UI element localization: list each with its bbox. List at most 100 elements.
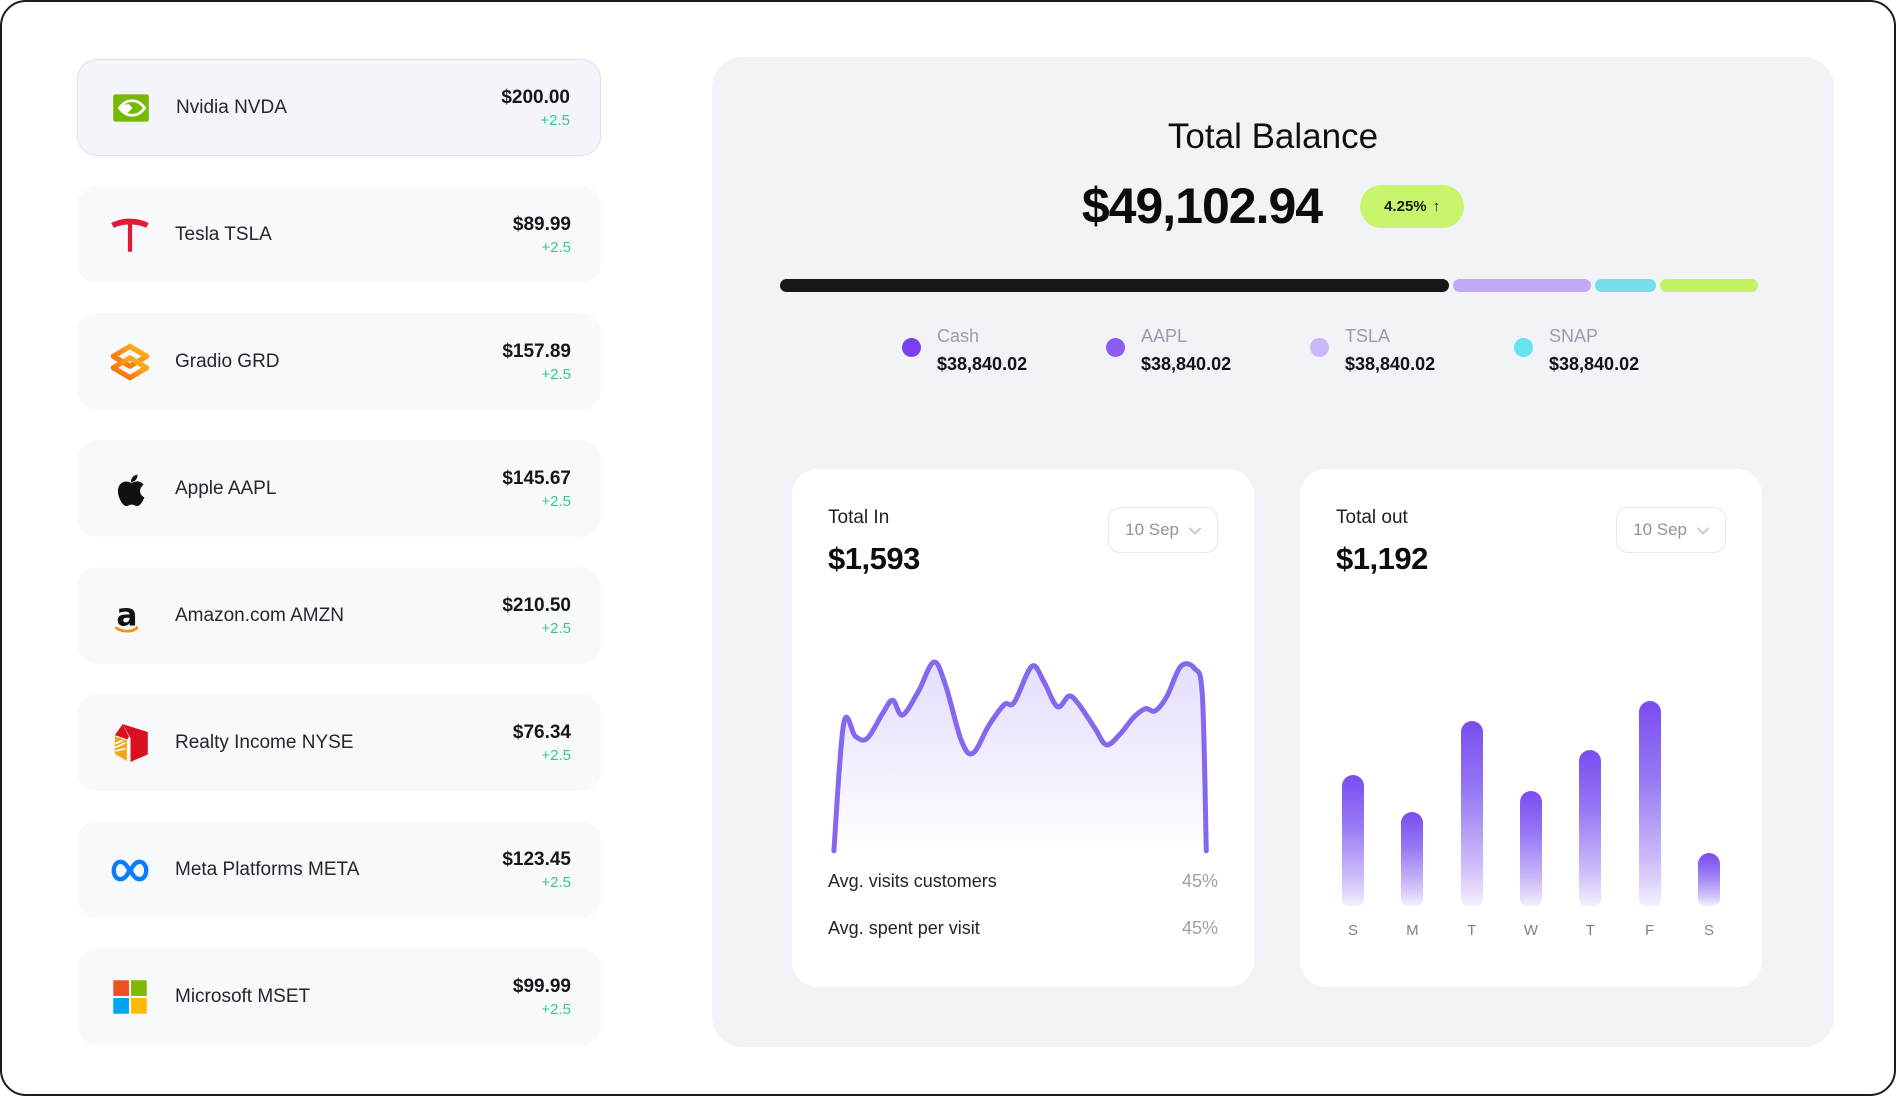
legend-dot [1514,338,1533,357]
stock-row-apple[interactable]: Apple AAPL $145.67 +2.5 [77,440,601,537]
gradio-logo [107,339,153,385]
chevron-down-icon [1697,527,1709,535]
legend-item-tsla: TSLA $38,840.02 [1310,326,1440,375]
legend-dot [902,338,921,357]
legend-dot [1106,338,1125,357]
total-out-amount: $1,192 [1336,541,1428,576]
stat-value: 45% [1181,871,1218,891]
bar-column: S [1342,775,1364,939]
stock-change: +2.5 [541,746,571,764]
bar [1401,812,1424,906]
total-in-stats: Avg. visits customers 45% Avg. spent per… [828,871,1218,965]
stock-row-meta[interactable]: Meta Platforms META $123.45 +2.5 [77,821,601,918]
stocks-sidebar: Nvidia NVDA $200.00 +2.5 Tesla TSLA $89.… [77,59,601,1075]
stock-row-realty-income[interactable]: Realty Income NYSE $76.34 +2.5 [77,694,601,791]
amazon-logo: a [107,593,153,639]
stock-change: +2.5 [540,111,570,129]
bar [1579,750,1602,906]
total-in-title: Total In [828,507,890,528]
legend-value: $38,840.02 [1345,354,1436,374]
bar [1519,791,1542,906]
total-out-period-dropdown[interactable]: 10 Sep [1616,507,1726,553]
balance-change-badge: 4.25% ↑ [1360,184,1465,228]
legend-value: $38,840.02 [1141,354,1232,374]
period-label: 10 Sep [1125,520,1179,539]
legend-label: TSLA [1345,326,1391,346]
total-out-title: Total out [1336,507,1408,528]
bar-day-label: F [1645,922,1655,939]
stock-name: Meta Platforms META [175,858,360,880]
page-title: Total Balance [1167,117,1379,156]
balance-panel: Total Balance $49,102.94 4.25% ↑ Cash $3… [712,57,1834,1047]
stock-price: $123.45 [502,848,571,870]
bar-column: M [1401,812,1424,939]
bar-day-label: S [1703,922,1714,939]
svg-text:a: a [116,597,137,633]
total-in-card: Total In $1,593 10 Sep [792,469,1254,987]
apple-logo [107,466,153,512]
total-in-period-dropdown[interactable]: 10 Sep [1108,507,1218,553]
stock-price: $89.99 [512,213,571,235]
stock-change: +2.5 [541,873,571,891]
stock-name: Microsoft MSET [175,985,311,1007]
allocation-bar-segment [1594,279,1657,292]
stock-name: Nvidia NVDA [176,96,287,118]
stock-change: +2.5 [541,1000,571,1018]
period-label: 10 Sep [1633,520,1687,539]
legend-label: AAPL [1141,326,1188,346]
stock-row-tesla[interactable]: Tesla TSLA $89.99 +2.5 [77,186,601,283]
stock-price: $76.34 [512,721,571,743]
bar-column: S [1697,853,1720,939]
bar [1697,853,1720,906]
bar-day-label: T [1585,922,1595,939]
total-in-amount: $1,593 [828,541,920,576]
legend-item-aapl: AAPL $38,840.02 [1106,326,1236,375]
realty-income-logo [107,720,153,766]
stock-row-microsoft[interactable]: Microsoft MSET $99.99 +2.5 [77,948,601,1045]
stock-price: $200.00 [501,86,570,108]
bar-day-label: M [1406,922,1419,939]
arrow-up-icon: ↑ [1432,197,1441,215]
allocation-bar-segment [1660,279,1758,292]
legend-item-snap: SNAP $38,840.02 [1514,326,1644,375]
stock-name: Tesla TSLA [175,223,272,245]
stat-row: Avg. visits customers 45% [828,871,1218,892]
total-out-card: Total out $1,192 10 Sep S M T W T F S [1300,469,1762,987]
bar [1460,721,1483,906]
stock-change: +2.5 [541,492,571,510]
legend-value: $38,840.02 [937,354,1028,374]
stock-row-amazon[interactable]: a Amazon.com AMZN $210.50 +2.5 [77,567,601,664]
legend-label: Cash [937,326,980,346]
bar-day-label: W [1523,922,1539,939]
stat-label: Avg. spent per visit [828,918,980,938]
stock-name: Realty Income NYSE [175,731,354,753]
chevron-down-icon [1189,527,1201,535]
meta-logo [107,847,153,893]
allocation-legend: Cash $38,840.02 AAPL $38,840.02 TSLA $38… [712,326,1834,375]
badge-percent: 4.25% [1384,197,1427,215]
stock-price: $145.67 [502,467,571,489]
nvidia-logo [108,85,154,131]
stock-change: +2.5 [541,238,571,256]
bar-column: T [1460,721,1483,939]
legend-value: $38,840.02 [1549,354,1640,374]
bar-column: F [1638,701,1661,939]
total-in-area-chart [831,659,1209,855]
stock-price: $99.99 [512,975,571,997]
legend-dot [1310,338,1329,357]
stock-price: $210.50 [502,594,571,616]
bar-column: T [1579,750,1602,939]
stock-row-nvidia[interactable]: Nvidia NVDA $200.00 +2.5 [77,59,601,156]
stock-price: $157.89 [502,340,571,362]
stock-change: +2.5 [541,619,571,637]
stat-label: Avg. visits customers [828,871,997,891]
legend-item-cash: Cash $38,840.02 [902,326,1032,375]
stock-row-gradio[interactable]: Gradio GRD $157.89 +2.5 [77,313,601,410]
stock-name: Apple AAPL [175,477,277,499]
bar-day-label: T [1467,922,1477,939]
allocation-bar-segment [780,279,1450,292]
bar-day-label: S [1347,922,1358,939]
bar [1638,701,1661,906]
